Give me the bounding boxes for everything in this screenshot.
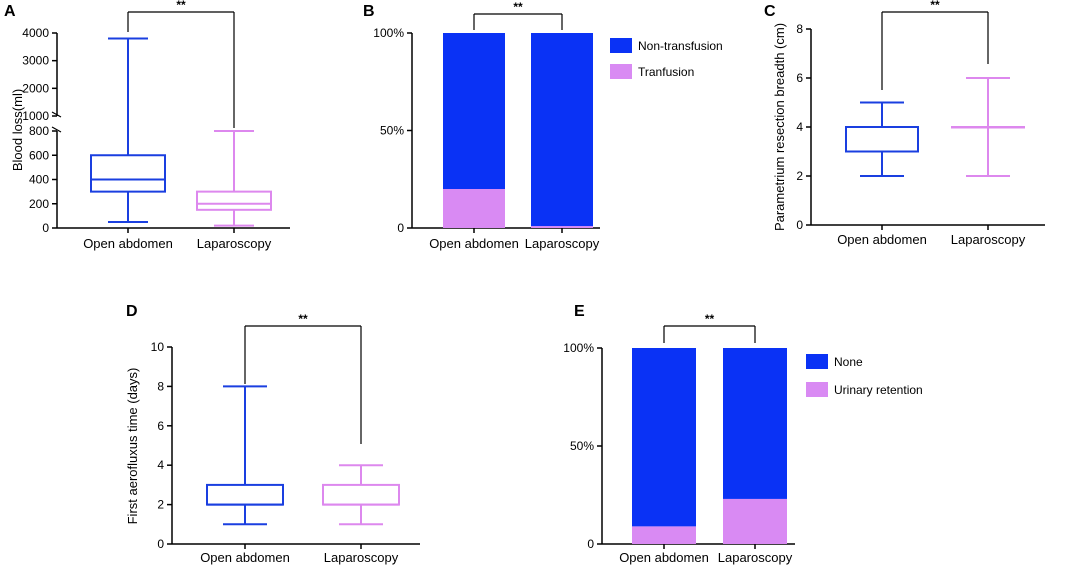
panel-e-legend-label-1: Urinary retention bbox=[834, 383, 923, 397]
panel-c-y-tick-label-1: 2 bbox=[796, 169, 803, 183]
panel-b-letter: B bbox=[363, 3, 375, 20]
panel-b-legend-label-0: Non-transfusion bbox=[638, 39, 723, 53]
panel-d-y-tick-label-5: 10 bbox=[151, 340, 165, 354]
panel-c-letter: C bbox=[764, 3, 776, 20]
panel-b: B 0 50% 100% Open abdomen Laparoscopy ** Non-tr… bbox=[363, 0, 723, 251]
panel-a-upper-y-tick-label-0: 1000 bbox=[22, 109, 49, 123]
panel-b-significance-label: ** bbox=[513, 0, 523, 14]
panel-e: E 0 50% 100% Open abdomen Laparoscopy ** None Ur… bbox=[563, 303, 922, 565]
panel-b-y-tick-label-2: 100% bbox=[373, 26, 404, 40]
panel-a-upper-y-tick-label-3: 4000 bbox=[22, 26, 49, 40]
panel-d-category-label-1: Laparoscopy bbox=[324, 550, 399, 565]
panel-c-y-tick-label-0: 0 bbox=[796, 218, 803, 232]
panel-d-y-axis-label: First aerofluxus time (days) bbox=[125, 368, 140, 525]
panel-e-y-tick-label-2: 100% bbox=[563, 341, 594, 355]
panel-b-bar-non-transfusion-1 bbox=[531, 33, 593, 227]
panel-b-bar-transfusion-1 bbox=[531, 226, 593, 228]
panel-a-category-label-0: Open abdomen bbox=[83, 236, 173, 251]
panel-e-legend-label-0: None bbox=[834, 355, 863, 369]
panel-d-y-tick-label-0: 0 bbox=[157, 537, 164, 551]
panel-e-legend-swatch-1 bbox=[806, 382, 828, 397]
panel-a-laparoscopy-box bbox=[196, 190, 272, 211]
panel-d-significance-label: ** bbox=[298, 312, 308, 326]
panel-a-significance-label: ** bbox=[176, 0, 186, 12]
panel-e-letter: E bbox=[574, 303, 585, 320]
panel-a-lower-y-tick-label-4: 800 bbox=[29, 124, 49, 138]
panel-d-letter: D bbox=[126, 303, 138, 320]
panel-a-lower-y-tick-label-3: 600 bbox=[29, 148, 49, 162]
panel-b-category-label-1: Laparoscopy bbox=[525, 236, 600, 251]
panel-b-legend-swatch-1 bbox=[610, 64, 632, 79]
panel-c-category-label-0: Open abdomen bbox=[837, 232, 927, 247]
panel-e-category-label-0: Open abdomen bbox=[619, 550, 709, 565]
panel-b-y-tick-label-1: 50% bbox=[380, 124, 404, 138]
panel-e-bar-none-1 bbox=[723, 348, 787, 499]
panel-c-open-abdomen-box bbox=[845, 126, 919, 153]
panel-a-lower-y-tick-label-2: 400 bbox=[29, 173, 49, 187]
panel-e-bar-urinary-retention-1 bbox=[723, 498, 787, 544]
panel-c-y-tick-label-4: 8 bbox=[796, 22, 803, 36]
panel-d-y-tick-label-4: 8 bbox=[157, 379, 164, 393]
panel-d-y-tick-label-3: 6 bbox=[157, 419, 164, 433]
panel-a-y-axis-label: Blood loss(ml) bbox=[10, 89, 25, 171]
panel-a-open-abdomen-box bbox=[90, 154, 166, 193]
panel-d-open-abdomen-box bbox=[206, 483, 284, 506]
panel-e-bar-urinary-retention-0 bbox=[632, 526, 696, 544]
panel-b-bar-non-transfusion-0 bbox=[443, 33, 505, 189]
panel-a-upper-y-tick-label-1: 2000 bbox=[22, 81, 49, 95]
panel-b-legend-label-1: Tranfusion bbox=[638, 65, 694, 79]
panel-a-lower-y-tick-label-0: 0 bbox=[42, 221, 49, 235]
panel-d-laparoscopy-box bbox=[322, 483, 400, 506]
panel-d-y-tick-label-2: 4 bbox=[157, 458, 164, 472]
panel-c: C 0 2 4 6 8 Parametrium resection breadth (cm)… bbox=[764, 0, 1045, 247]
panel-c-y-tick-label-3: 6 bbox=[796, 71, 803, 85]
panel-a-letter: A bbox=[4, 3, 16, 20]
panel-b-bar-transfusion-0 bbox=[443, 189, 505, 228]
panel-c-significance-label: ** bbox=[930, 0, 940, 12]
panel-a-upper-y-tick-label-2: 3000 bbox=[22, 54, 49, 68]
panel-c-y-tick-label-2: 4 bbox=[796, 120, 803, 134]
panel-d-y-tick-label-1: 2 bbox=[157, 498, 164, 512]
panel-e-y-tick-label-1: 50% bbox=[570, 439, 594, 453]
panel-a-lower-y-tick-label-1: 200 bbox=[29, 197, 49, 211]
panel-d-category-label-0: Open abdomen bbox=[200, 550, 290, 565]
panel-c-y-axis-label: Parametrium resection breadth (cm) bbox=[772, 23, 787, 231]
panel-e-bar-none-0 bbox=[632, 348, 696, 527]
panel-b-y-tick-label-0: 0 bbox=[397, 221, 404, 235]
panel-c-category-label-1: Laparoscopy bbox=[951, 232, 1026, 247]
panel-b-category-label-0: Open abdomen bbox=[429, 236, 519, 251]
panel-e-significance-label: ** bbox=[705, 312, 715, 326]
panel-d: D 0 2 4 6 8 10 First aerofluxus time (days) Open… bbox=[125, 303, 420, 565]
panel-a-axis-break-mark-2 bbox=[51, 111, 62, 118]
panel-e-category-label-1: Laparoscopy bbox=[718, 550, 793, 565]
panel-a-axis-break-mark-1 bbox=[51, 126, 62, 133]
panel-e-y-tick-label-0: 0 bbox=[587, 537, 594, 551]
panel-a-category-label-1: Laparoscopy bbox=[197, 236, 272, 251]
panel-b-legend-swatch-0 bbox=[610, 38, 632, 53]
panel-e-legend-swatch-0 bbox=[806, 354, 828, 369]
